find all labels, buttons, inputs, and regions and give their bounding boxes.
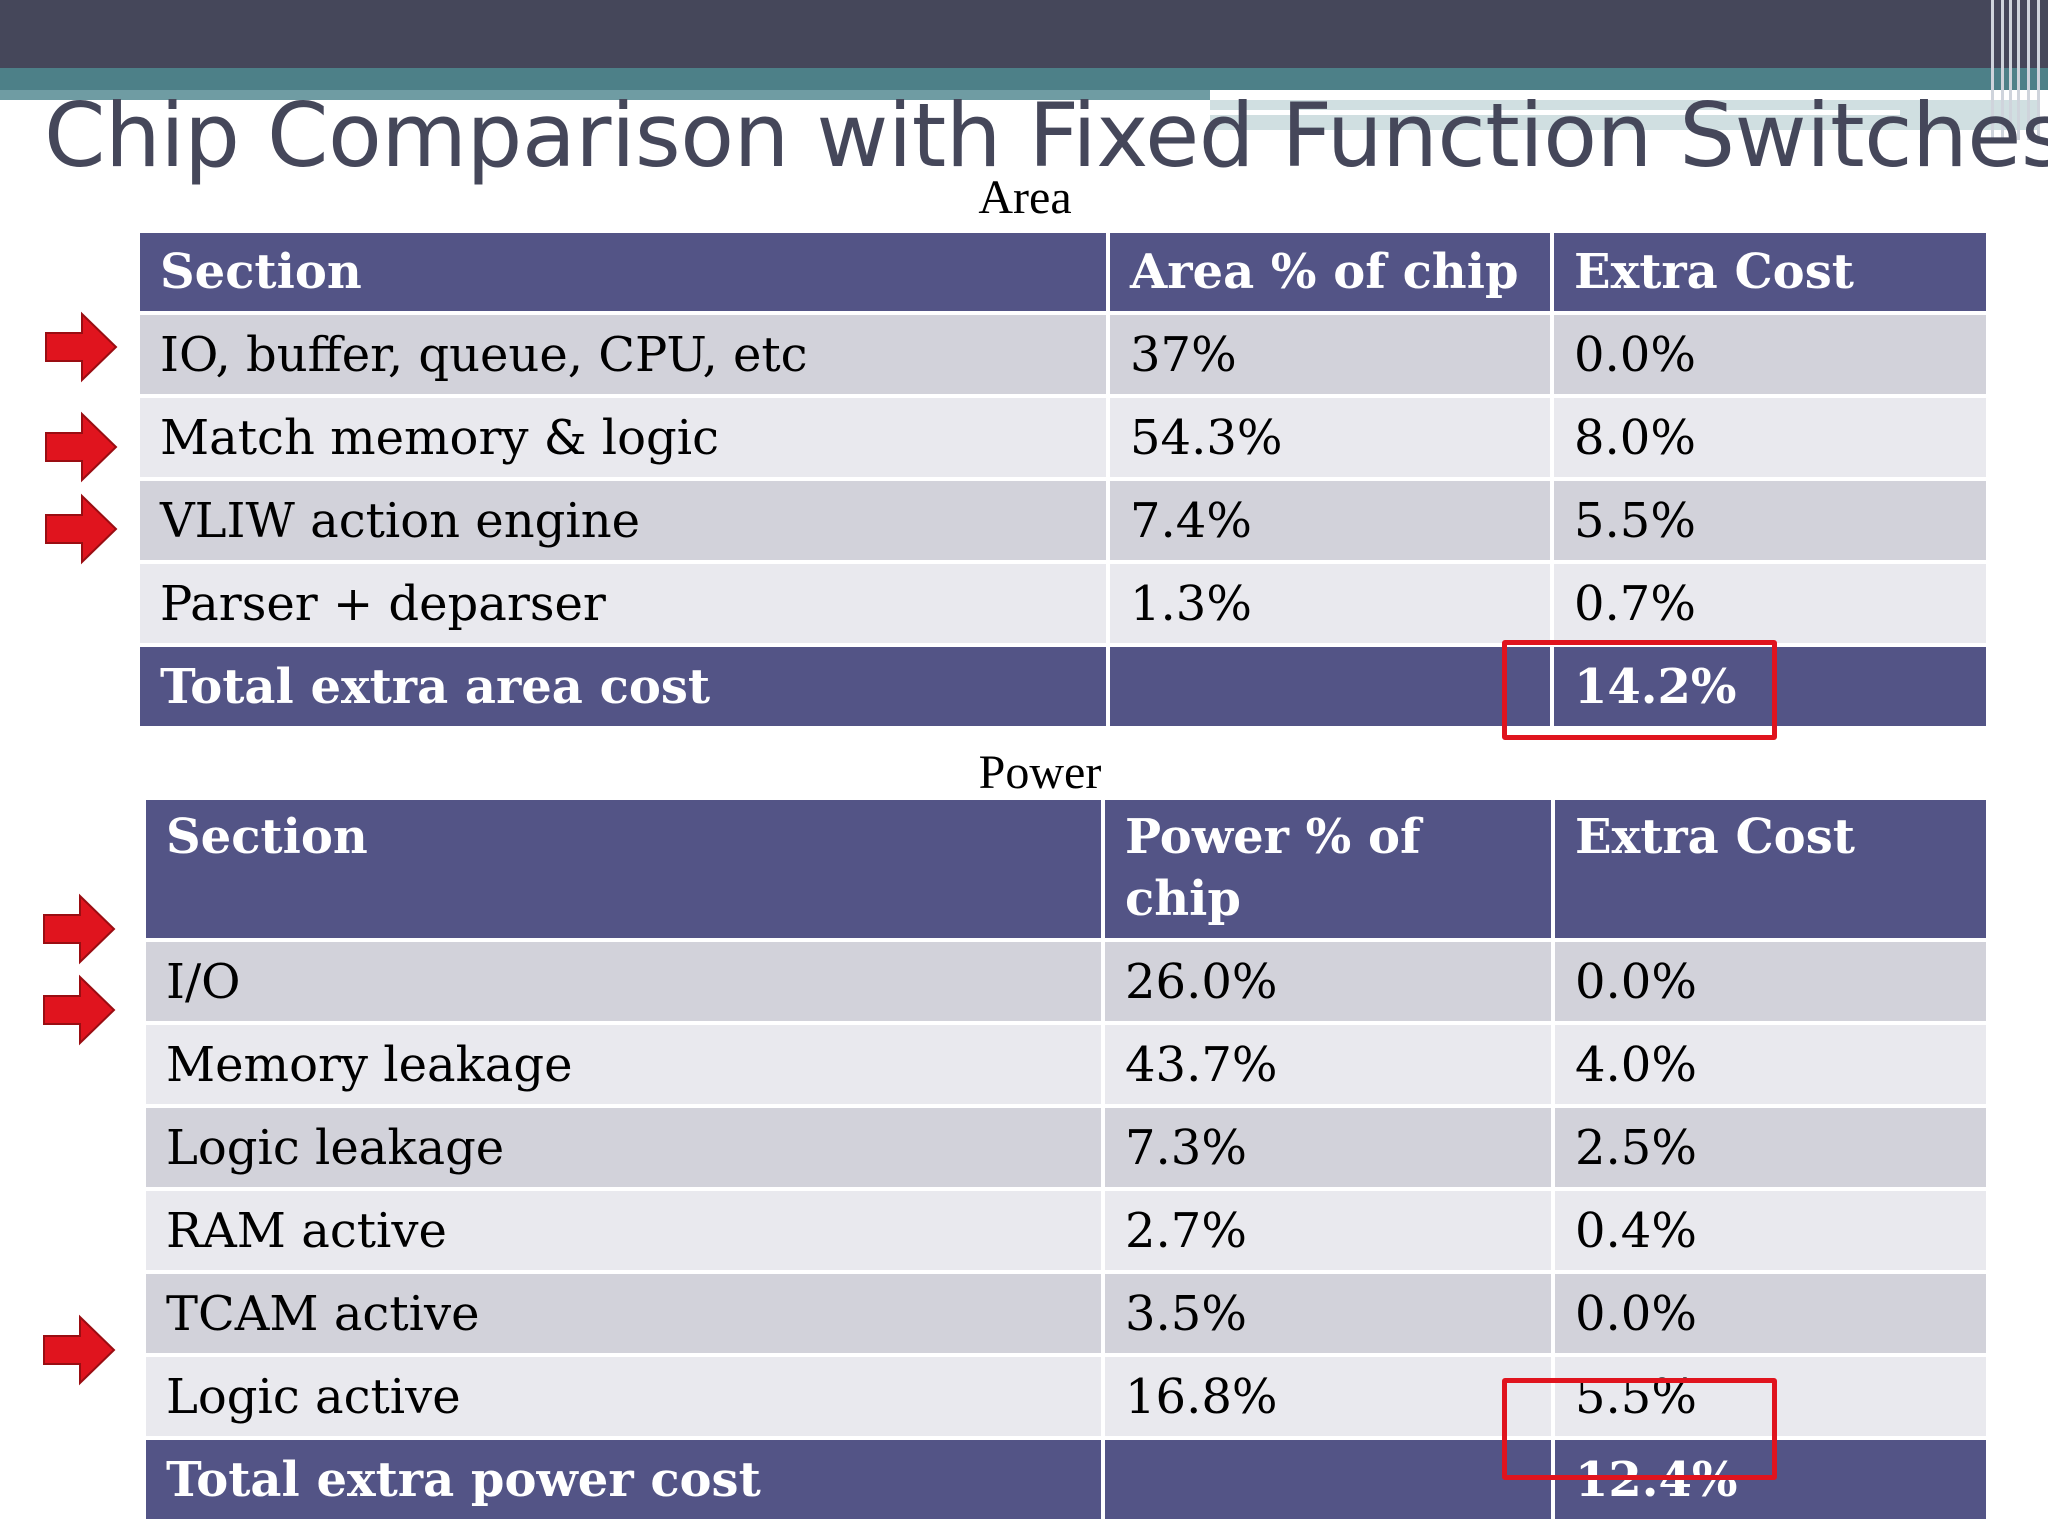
row-share: 1.3% (1110, 564, 1550, 643)
table-row: I/O 26.0% 0.0% (146, 942, 1986, 1021)
table-row: VLIW action engine 7.4% 5.5% (140, 481, 1986, 560)
red-right-arrow-icon (45, 311, 118, 383)
row-section: Logic active (146, 1357, 1101, 1436)
table-row: Parser + deparser 1.3% 0.7% (140, 564, 1986, 643)
row-section: Logic leakage (146, 1108, 1101, 1187)
band-divider-line (1210, 110, 1900, 115)
row-extra: 0.0% (1555, 942, 1986, 1021)
row-share: 54.3% (1110, 398, 1550, 477)
table-row: Logic leakage 7.3% 2.5% (146, 1108, 1986, 1187)
row-section: I/O (146, 942, 1101, 1021)
power-header-extra: Extra Cost (1555, 800, 1986, 938)
row-extra: 8.0% (1554, 398, 1986, 477)
row-extra: 0.0% (1555, 1274, 1986, 1353)
table-row: TCAM active 3.5% 0.0% (146, 1274, 1986, 1353)
area-header-share: Area % of chip (1110, 233, 1550, 311)
red-right-arrow-icon (43, 974, 116, 1046)
top-band (0, 0, 2048, 68)
row-share: 7.3% (1105, 1108, 1551, 1187)
area-header-extra: Extra Cost (1554, 233, 1986, 311)
row-share: 16.8% (1105, 1357, 1551, 1436)
row-share: 37% (1110, 315, 1550, 394)
area-total-highlight-box (1502, 640, 1777, 740)
power-table-caption: Power (978, 746, 1102, 799)
red-right-arrow-icon (43, 893, 116, 965)
teal-band-accent (0, 90, 1210, 100)
power-header-share: Power % of chip (1105, 800, 1551, 938)
row-section: Parser + deparser (140, 564, 1106, 643)
power-header-row: Section Power % of chip Extra Cost (146, 800, 1986, 938)
row-section: IO, buffer, queue, CPU, etc (140, 315, 1106, 394)
right-edge-stripes (1985, 0, 2048, 140)
area-total-row: Total extra area cost 14.2% (140, 647, 1986, 726)
row-extra: 5.5% (1555, 1357, 1986, 1436)
area-table: Section Area % of chip Extra Cost IO, bu… (136, 229, 1990, 730)
row-share: 2.7% (1105, 1191, 1551, 1270)
table-row: IO, buffer, queue, CPU, etc 37% 0.0% (140, 315, 1986, 394)
row-section: TCAM active (146, 1274, 1101, 1353)
slide-title: Chip Comparison with Fixed Function Swit… (44, 84, 2048, 187)
red-right-arrow-icon (43, 1314, 116, 1386)
area-table-caption: Area (978, 171, 1072, 224)
total-label: Total extra power cost (146, 1440, 1101, 1519)
row-extra: 4.0% (1555, 1025, 1986, 1104)
row-share: 26.0% (1105, 942, 1551, 1021)
area-header-row: Section Area % of chip Extra Cost (140, 233, 1986, 311)
row-share: 7.4% (1110, 481, 1550, 560)
power-header-section: Section (146, 800, 1101, 938)
teal-band (0, 68, 2048, 90)
total-extra: 14.2% (1554, 647, 1986, 726)
teal-band-fade (1210, 100, 2040, 130)
total-label: Total extra area cost (140, 647, 1106, 726)
row-share: 3.5% (1105, 1274, 1551, 1353)
row-extra: 0.0% (1554, 315, 1986, 394)
row-share: 43.7% (1105, 1025, 1551, 1104)
row-extra: 0.7% (1554, 564, 1986, 643)
red-right-arrow-icon (45, 411, 118, 483)
row-extra: 0.4% (1555, 1191, 1986, 1270)
area-header-section: Section (140, 233, 1106, 311)
row-section: Match memory & logic (140, 398, 1106, 477)
total-share (1110, 647, 1550, 726)
row-extra: 5.5% (1554, 481, 1986, 560)
table-row: Memory leakage 43.7% 4.0% (146, 1025, 1986, 1104)
power-table: Section Power % of chip Extra Cost I/O 2… (142, 796, 1990, 1523)
total-share (1105, 1440, 1551, 1519)
row-extra: 2.5% (1555, 1108, 1986, 1187)
table-row: Logic active 16.8% 5.5% (146, 1357, 1986, 1436)
table-row: RAM active 2.7% 0.4% (146, 1191, 1986, 1270)
table-row: Match memory & logic 54.3% 8.0% (140, 398, 1986, 477)
red-right-arrow-icon (45, 493, 118, 565)
row-section: RAM active (146, 1191, 1101, 1270)
row-section: VLIW action engine (140, 481, 1106, 560)
row-section: Memory leakage (146, 1025, 1101, 1104)
power-total-highlight-box (1502, 1378, 1777, 1480)
